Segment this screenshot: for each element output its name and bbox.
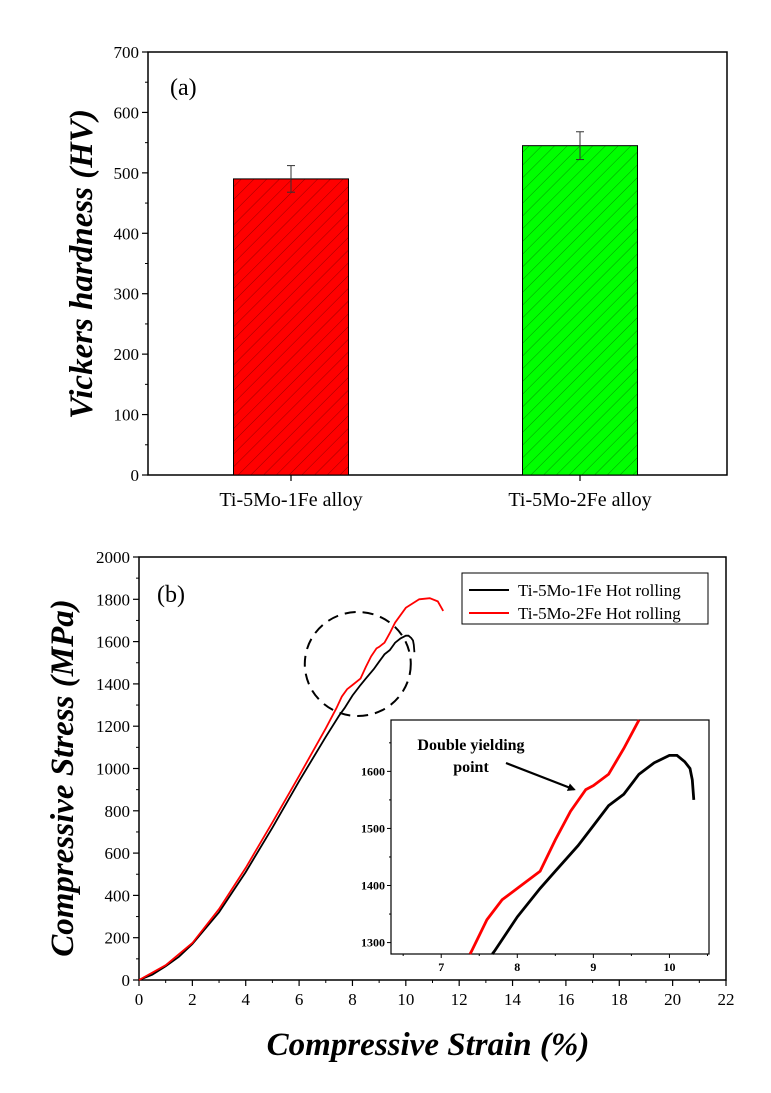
inset-x-tick-label: 8	[514, 960, 520, 974]
x-tick-label: Ti-5Mo-2Fe alloy	[508, 489, 651, 511]
x-tick-label: 16	[557, 990, 574, 1009]
x-tick-label: 0	[135, 990, 144, 1009]
y-tick-label: 400	[105, 886, 131, 905]
y-tick-label: 500	[114, 164, 140, 183]
legend-label: Ti-5Mo-1Fe Hot rolling	[518, 581, 681, 600]
x-tick-label: 6	[295, 990, 304, 1009]
hardness-bar-chart: 0 100 200 300 400 500 600 700 Ti-5Mo-1Fe alloy Ti…	[64, 43, 728, 511]
bar-hatch	[233, 178, 349, 475]
inset-series-line-1	[491, 754, 696, 955]
y-tick-label: 200	[114, 345, 140, 364]
y-tick-label: 1600	[96, 633, 130, 652]
x-tick-label: 14	[504, 990, 522, 1009]
y-tick-label: 1000	[96, 760, 130, 779]
y-tick-label: 800	[105, 802, 131, 821]
y-tick-label: 200	[105, 929, 131, 948]
y-tick-label: 1200	[96, 717, 130, 736]
inset-y-tick-label: 1300	[361, 936, 385, 950]
series-line-2	[138, 597, 444, 981]
inset-frame	[390, 719, 710, 955]
inset-series-line-2	[468, 719, 641, 955]
panel-label: (b)	[157, 582, 185, 608]
legend-label: Ti-5Mo-2Fe Hot rolling	[518, 604, 681, 623]
legend: Ti-5Mo-1Fe Hot rolling Ti-5Mo-2Fe Hot rol…	[461, 572, 709, 625]
x-tick-label: 8	[348, 990, 357, 1009]
panel-label: (a)	[170, 75, 197, 101]
x-tick-label: 12	[451, 990, 468, 1009]
bar-hatch	[522, 145, 638, 475]
x-tick-label: 4	[241, 990, 250, 1009]
y-tick-label: 1400	[96, 675, 130, 694]
y-axis-label: Vickers hardness (HV)	[64, 109, 100, 419]
highlight-ellipse	[303, 611, 412, 718]
x-tick-label: Ti-5Mo-1Fe alloy	[219, 489, 362, 511]
inset-chart: 1300 1400 1500 1600 7 8 9 10 Double yielding poin…	[361, 719, 710, 974]
y-tick-label: 600	[105, 844, 131, 863]
y-tick-label: 100	[114, 406, 140, 425]
inset-y-tick-label: 1500	[361, 821, 385, 835]
y-tick-label: 300	[114, 285, 140, 304]
y-tick-label: 0	[122, 971, 131, 990]
annotation-text-line2: point	[453, 759, 489, 776]
inset-x-tick-label: 10	[663, 960, 675, 974]
x-tick-label: 2	[188, 990, 197, 1009]
inset-y-tick-label: 1400	[361, 879, 385, 893]
stress-strain-chart: 0 200 400 600 800 1000 1200 1400 1600 1800 2000 0 2 4…	[45, 548, 735, 1063]
annotation-arrow	[505, 761, 576, 791]
y-tick-label: 700	[114, 43, 140, 62]
inset-series	[468, 719, 696, 955]
y-axis-label: Compressive Stress (MPa)	[45, 599, 81, 957]
annotation-text-line1: Double yielding	[417, 737, 524, 754]
legend-box	[461, 572, 709, 625]
y-tick-label: 2000	[96, 548, 130, 567]
y-tick-label: 1800	[96, 590, 130, 609]
x-tick-label: 18	[611, 990, 628, 1009]
y-tick-label: 0	[131, 466, 140, 485]
inset-x-tick-label: 7	[438, 960, 444, 974]
series-line-1	[138, 634, 416, 981]
inset-y-tick-label: 1600	[361, 764, 385, 778]
y-tick-label: 400	[114, 224, 140, 243]
x-tick-label: 10	[397, 990, 414, 1009]
x-tick-label: 20	[664, 990, 681, 1009]
inset-x-tick-label: 9	[590, 960, 596, 974]
x-tick-label: 22	[718, 990, 735, 1009]
x-axis-label: Compressive Strain (%)	[267, 1027, 590, 1063]
y-tick-label: 600	[114, 103, 140, 122]
